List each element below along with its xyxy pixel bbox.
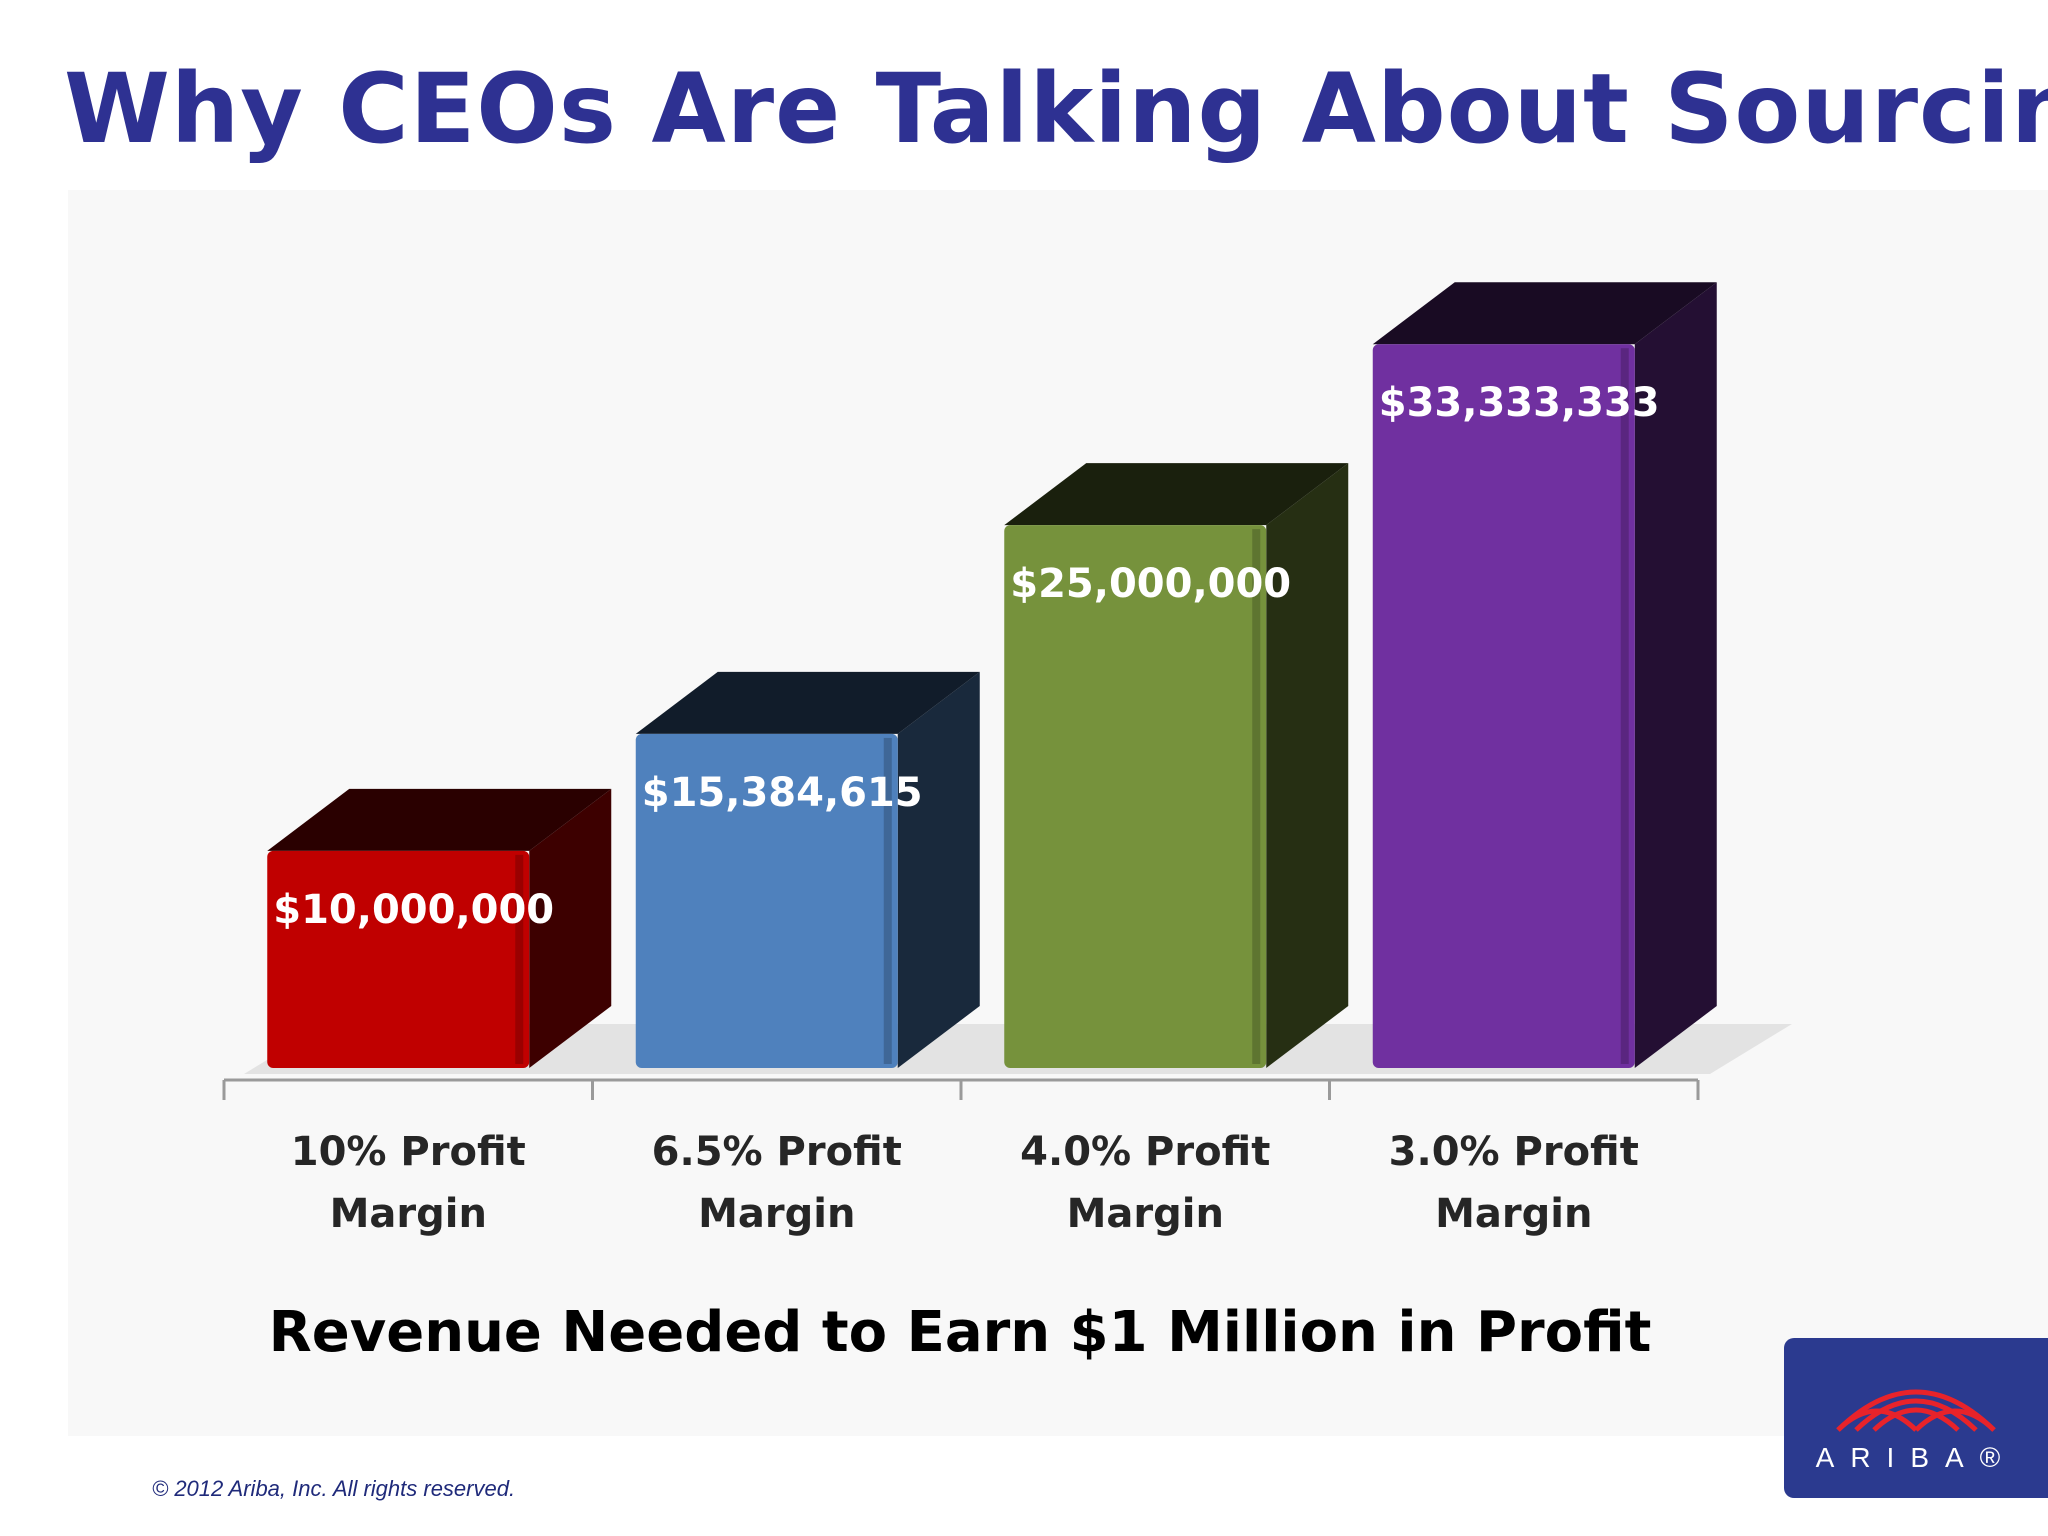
chart-caption: Revenue Needed to Earn $1 Million in Pro… [268,1300,1652,1365]
bar-top [635,671,980,734]
logo-text: ARIBA® [1815,1442,2017,1473]
bar-value-label: $10,000,000 [273,887,554,933]
bar [267,850,530,1068]
bar-side [529,788,612,1068]
bar-top [267,788,612,851]
bar-value-label: $33,333,333 [1379,380,1660,426]
bar-value-label: $15,384,615 [642,770,923,816]
revenue-bar-chart: $10,000,000 10% Profit Margin $15,384,615 6.… [222,282,1792,1237]
ariba-logo: ARIBA® [1784,1338,2048,1498]
bar [1004,525,1267,1068]
bar-edge [883,737,892,1064]
bar [1372,344,1635,1068]
x-tick-label: 10% Profit Margin [291,1129,526,1237]
x-tick-label: 6.5% Profit Margin [652,1129,902,1237]
ariba-arch-icon [1836,1389,1996,1432]
bar-edge [1252,529,1261,1064]
bar-top [1004,463,1349,526]
bar-side [897,671,980,1068]
bar-edge [515,854,524,1064]
x-tick-label: 3.0% Profit Margin [1389,1129,1639,1237]
bar-top [1372,282,1717,345]
bar-edge [1620,348,1629,1064]
bar-value-label: $25,000,000 [1010,561,1291,607]
page-title: Why CEOs Are Talking About Sourcing [64,53,2048,165]
copyright-notice: © 2012 Ariba, Inc. All rights reserved. [152,1476,516,1501]
x-tick-label: 4.0% Profit Margin [1020,1129,1270,1237]
chart-area: $10,000,000 10% Profit Margin $15,384,615 6.… [68,190,2048,1436]
bar-side [1266,463,1349,1069]
bar-side [1634,282,1717,1068]
bar [635,733,898,1068]
